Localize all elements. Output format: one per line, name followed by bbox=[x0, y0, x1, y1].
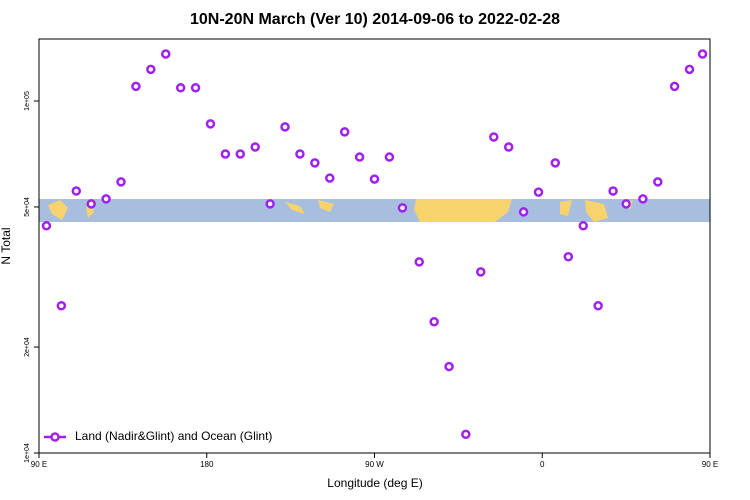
point bbox=[503, 142, 514, 152]
point bbox=[550, 158, 561, 168]
point bbox=[354, 152, 365, 162]
point bbox=[638, 194, 648, 204]
point bbox=[235, 149, 246, 159]
point bbox=[250, 142, 260, 152]
x-tick-label: 90 E bbox=[31, 460, 47, 469]
point bbox=[220, 149, 231, 159]
point bbox=[86, 199, 96, 209]
y-tick-label: 5e+04 bbox=[24, 197, 31, 217]
x-tick-label: 90 W bbox=[365, 460, 384, 469]
point bbox=[295, 149, 305, 159]
point bbox=[653, 177, 663, 187]
point bbox=[593, 301, 603, 311]
point bbox=[669, 81, 680, 92]
point bbox=[175, 83, 186, 93]
point bbox=[414, 257, 424, 267]
point bbox=[621, 199, 631, 209]
point bbox=[310, 158, 320, 168]
point bbox=[265, 199, 275, 209]
point bbox=[205, 119, 216, 129]
point bbox=[397, 203, 408, 213]
point bbox=[101, 194, 111, 204]
point bbox=[533, 187, 544, 197]
x-axis-label: Longitude (deg E) bbox=[327, 476, 422, 490]
point bbox=[697, 49, 708, 59]
point bbox=[41, 221, 52, 231]
y-tick-label: 2e+04 bbox=[24, 337, 31, 357]
point bbox=[71, 186, 82, 196]
y-axis-label: N Total bbox=[0, 227, 13, 264]
point bbox=[280, 122, 290, 132]
point bbox=[489, 132, 499, 142]
point bbox=[384, 152, 395, 162]
legend-marker bbox=[50, 432, 60, 442]
point bbox=[475, 267, 486, 277]
x-tick-label: 180 bbox=[200, 460, 214, 469]
point bbox=[190, 83, 201, 93]
point bbox=[131, 81, 141, 92]
point bbox=[684, 64, 695, 75]
point bbox=[444, 361, 454, 372]
point bbox=[429, 316, 439, 327]
point bbox=[369, 174, 380, 184]
y-tick-label: 1e+04 bbox=[24, 443, 31, 463]
point bbox=[608, 186, 618, 196]
point bbox=[578, 221, 589, 231]
point bbox=[325, 173, 335, 183]
point bbox=[518, 207, 529, 217]
x-tick-label: 0 bbox=[540, 460, 545, 469]
y-tick-label: 1e+05 bbox=[24, 91, 31, 111]
x-tick-label: 90 E bbox=[702, 460, 718, 469]
point bbox=[146, 64, 156, 75]
point bbox=[160, 49, 171, 59]
point bbox=[56, 301, 67, 311]
point bbox=[116, 177, 126, 187]
chart-title: 10N-20N March (Ver 10) 2014-09-06 to 202… bbox=[190, 11, 560, 28]
legend-label: Land (Nadir&Glint) and Ocean (Glint) bbox=[75, 429, 272, 443]
map-strip bbox=[39, 199, 710, 222]
point bbox=[563, 251, 574, 262]
plot-frame bbox=[38, 38, 711, 454]
point bbox=[339, 127, 350, 137]
point bbox=[461, 429, 471, 440]
